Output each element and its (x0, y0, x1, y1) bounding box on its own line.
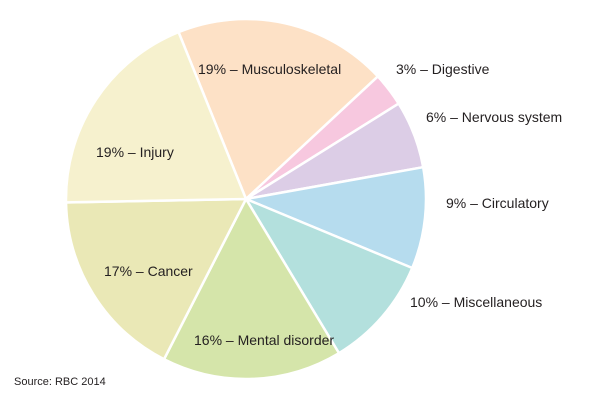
slice-label-miscellaneous: 10% – Miscellaneous (410, 294, 542, 310)
pie-slices (64, 17, 428, 381)
pie-slice-miscellaneous (242, 196, 414, 355)
slice-label-cancer: 17% – Cancer (104, 263, 193, 279)
slice-label-mental-disorder: 16% – Mental disorder (194, 332, 334, 348)
slice-label-digestive: 3% – Digestive (396, 61, 490, 77)
slice-label-nervous-system: 6% – Nervous system (426, 109, 562, 125)
pie-slice-injury (64, 30, 248, 204)
slice-label-musculoskeletal: 19% – Musculoskeletal (198, 61, 341, 77)
pie-slice-circulatory (241, 165, 428, 270)
slice-label-circulatory: 9% – Circulatory (446, 195, 549, 211)
source-note: Source: RBC 2014 (14, 376, 106, 388)
slice-label-injury: 19% – Injury (96, 144, 174, 160)
pie-slice-cancer (64, 197, 249, 361)
pie-slice-mental-disorder (162, 196, 341, 381)
slice-labels: 19% – Musculoskeletal 3% – Digestive 6% – … (96, 61, 562, 348)
